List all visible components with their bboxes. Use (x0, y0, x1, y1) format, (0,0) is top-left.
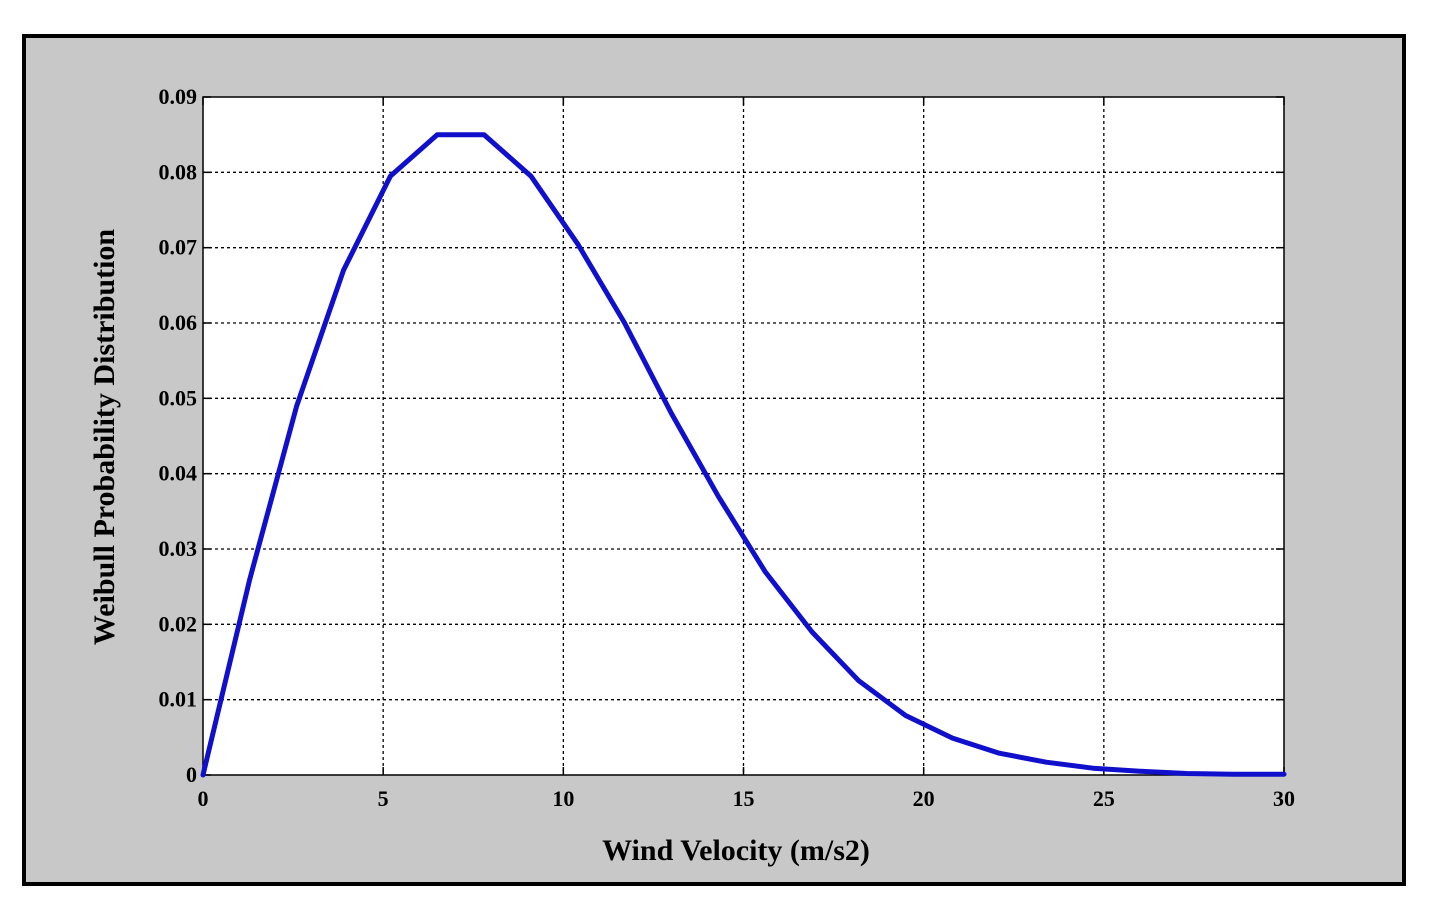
y-tick-label: 0.04 (159, 461, 198, 486)
ticks: 0 5 10 15 20 25 30 0 0.01 0.02 0.03 0.04 0.05 0.06 0.0… (159, 84, 1296, 811)
x-tick-label: 30 (1273, 786, 1295, 811)
x-tick-label: 10 (552, 786, 574, 811)
y-tick-label: 0.03 (159, 536, 198, 561)
x-tick-label: 25 (1093, 786, 1115, 811)
x-tick-label: 20 (913, 786, 935, 811)
y-tick-label: 0.09 (159, 84, 198, 109)
y-tick-label: 0.01 (159, 687, 198, 712)
weibull-pdf-line (200, 132, 1287, 778)
y-tick-label: 0.02 (159, 611, 198, 636)
y-axis-label: Weibull Probability Distribution (88, 229, 121, 646)
y-tick-label: 0.08 (159, 159, 198, 184)
y-tick-label: 0.06 (159, 310, 198, 335)
x-axis-label: Wind Velocity (m/s2) (602, 834, 870, 867)
x-tick-label: 0 (198, 786, 209, 811)
x-tick-label: 15 (733, 786, 755, 811)
grid (203, 97, 1284, 775)
y-tick-label: 0 (186, 762, 197, 787)
y-tick-label: 0.05 (159, 385, 198, 410)
y-tick-label: 0.07 (159, 235, 198, 260)
x-tick-label: 5 (378, 786, 389, 811)
series (200, 132, 1287, 778)
